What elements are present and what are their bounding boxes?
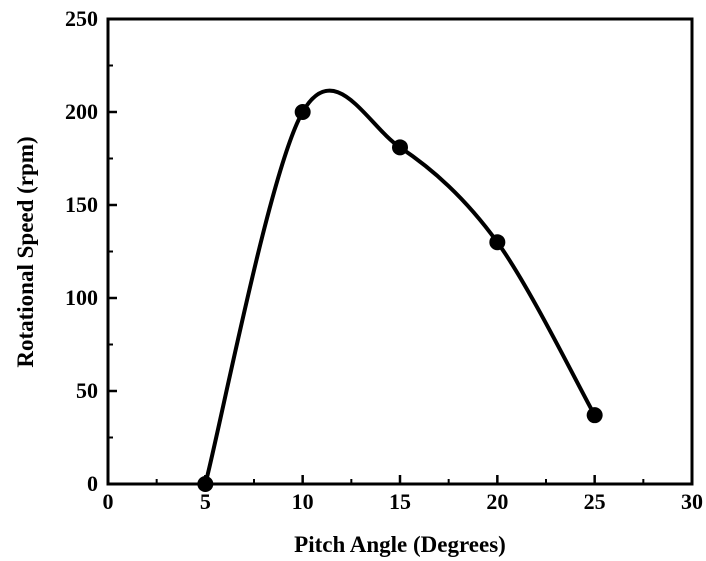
y-tick-label: 200	[65, 99, 98, 124]
y-tick-label: 250	[65, 6, 98, 31]
x-tick-label: 15	[389, 489, 411, 514]
x-tick-labels: 0 5 10 15 20 25 30	[103, 489, 704, 514]
data-point	[392, 139, 408, 156]
y-tick-labels: 0 50 100 150 200 250	[65, 6, 98, 496]
data-markers	[197, 104, 603, 492]
x-tick-label: 25	[584, 489, 606, 514]
y-tick-label: 0	[87, 471, 98, 496]
minor-ticks	[108, 64, 645, 484]
plot-area	[106, 17, 694, 492]
x-tick-label: 10	[292, 489, 314, 514]
y-axis-title: Rotational Speed (rpm)	[13, 136, 38, 367]
x-tick-label: 20	[486, 489, 508, 514]
plot-frame	[106, 17, 694, 486]
y-tick-label: 100	[65, 285, 98, 310]
x-axis-title: Pitch Angle (Degrees)	[294, 532, 506, 557]
data-point	[294, 104, 311, 120]
major-ticks	[106, 17, 694, 486]
series-line	[203, 88, 597, 485]
x-tick-label: 0	[103, 489, 114, 514]
y-tick-label: 50	[76, 378, 98, 403]
x-tick-label: 5	[200, 489, 211, 514]
x-tick-label: 30	[681, 489, 703, 514]
data-point	[586, 407, 603, 424]
data-point	[197, 476, 214, 492]
data-point	[489, 234, 506, 251]
y-tick-label: 150	[65, 192, 98, 217]
